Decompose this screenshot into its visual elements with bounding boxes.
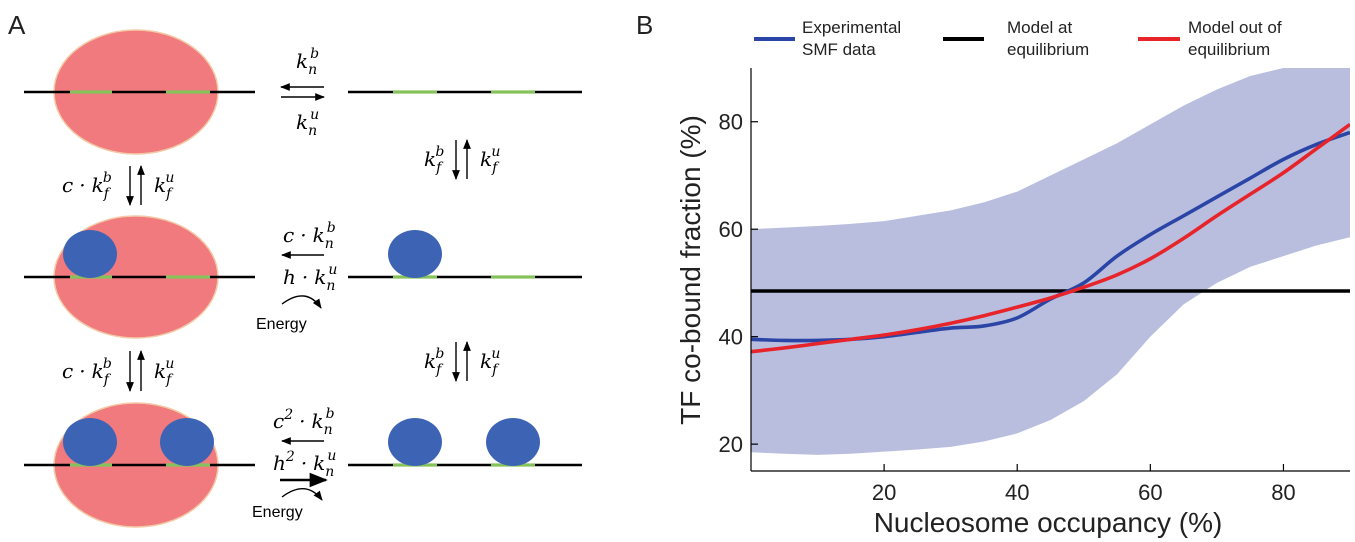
energy-label: Energy [252, 504, 303, 521]
rate-tf-left-2: c · kfb kfu [62, 350, 174, 392]
tf-molecule [160, 418, 214, 466]
y-axis-title: TF co-bound fraction (%) [675, 115, 706, 425]
panel-a-label: A [8, 10, 26, 40]
rate-nuc-unbind-1: knu [296, 107, 319, 139]
state-dna-two-tf [348, 418, 582, 467]
svg-text:kfu: kfu [480, 144, 500, 176]
tf-molecule [486, 418, 540, 466]
x-tick-label: 20 [872, 480, 896, 505]
legend-label-out-of-equilibrium-2: equilibrium [1188, 40, 1270, 59]
plot-area [750, 68, 1350, 455]
svg-text:c·kfb: c · kfb [62, 170, 112, 202]
svg-text:kfb: kfb [424, 144, 444, 176]
rate-nuc-bind-1: knb [296, 46, 319, 78]
state-nucleosome-free-tf [24, 29, 255, 155]
tf-molecule [63, 418, 117, 466]
svg-text:kfu: kfu [480, 346, 500, 378]
series-out-of-equilibrium-line [750, 122, 1350, 354]
y-tick-label: 40 [719, 325, 743, 350]
panel-b-label: B [636, 10, 653, 40]
y-tick-label: 60 [719, 217, 743, 242]
state-nucleosome-two-tf [24, 402, 255, 528]
x-axis-title: Nucleosome occupancy (%) [874, 507, 1223, 538]
tf-molecule [388, 230, 442, 278]
series-layer [750, 122, 1350, 354]
svg-text:c·knb: c · knb [283, 220, 336, 252]
legend-label-experimental: Experimental [802, 18, 901, 37]
svg-text:kfu: kfu [154, 356, 174, 388]
confidence-band [751, 68, 1350, 455]
svg-text:h2·knu: h2 · knu [273, 448, 336, 480]
rate-tf-left-1: c · kfb kfu [62, 165, 174, 206]
svg-text:kfb: kfb [424, 346, 444, 378]
x-tick-label: 80 [1271, 480, 1295, 505]
state-dna-one-tf [348, 230, 582, 279]
legend-label-equilibrium-2: equilibrium [1007, 40, 1089, 59]
legend-label-equilibrium: Model at [1007, 18, 1072, 37]
rate-tf-right-2: kfb kfu [424, 341, 500, 382]
svg-text:knb: knb [296, 46, 319, 78]
panel-a: A knb knu c · kfb kfu [8, 10, 582, 528]
panel-b: B Experimental SMF data Model at equilib… [636, 10, 1350, 538]
rate-nuc-2: c · knb h · knu Energy [256, 220, 337, 333]
svg-text:kfu: kfu [154, 170, 174, 202]
state-nucleosome-one-tf [24, 215, 255, 339]
legend: Experimental SMF data Model at equilibri… [754, 18, 1282, 59]
energy-label: Energy [256, 316, 307, 333]
rate-nuc-3: c2 · knb h2 · knu Energy [252, 406, 336, 521]
y-tick-label: 20 [719, 432, 743, 457]
legend-label-out-of-equilibrium: Model out of [1188, 18, 1282, 37]
ticks: 20 40 60 80 20 40 60 80 [719, 110, 1296, 505]
svg-text:h·knu: h · knu [283, 262, 337, 294]
x-tick-label: 60 [1138, 480, 1162, 505]
y-tick-label: 80 [719, 110, 743, 135]
svg-text:c2·knb: c2 · knb [273, 406, 335, 438]
energy-arrow [281, 295, 322, 309]
rate-tf-right-1: kfb kfu [424, 139, 500, 180]
energy-arrow [281, 488, 323, 501]
svg-text:knu: knu [296, 107, 319, 139]
tf-molecule [63, 230, 117, 278]
x-tick-label: 40 [1005, 480, 1029, 505]
tf-molecule [388, 418, 442, 466]
legend-label-experimental-2: SMF data [802, 40, 876, 59]
svg-text:c·kfb: c · kfb [62, 356, 112, 388]
